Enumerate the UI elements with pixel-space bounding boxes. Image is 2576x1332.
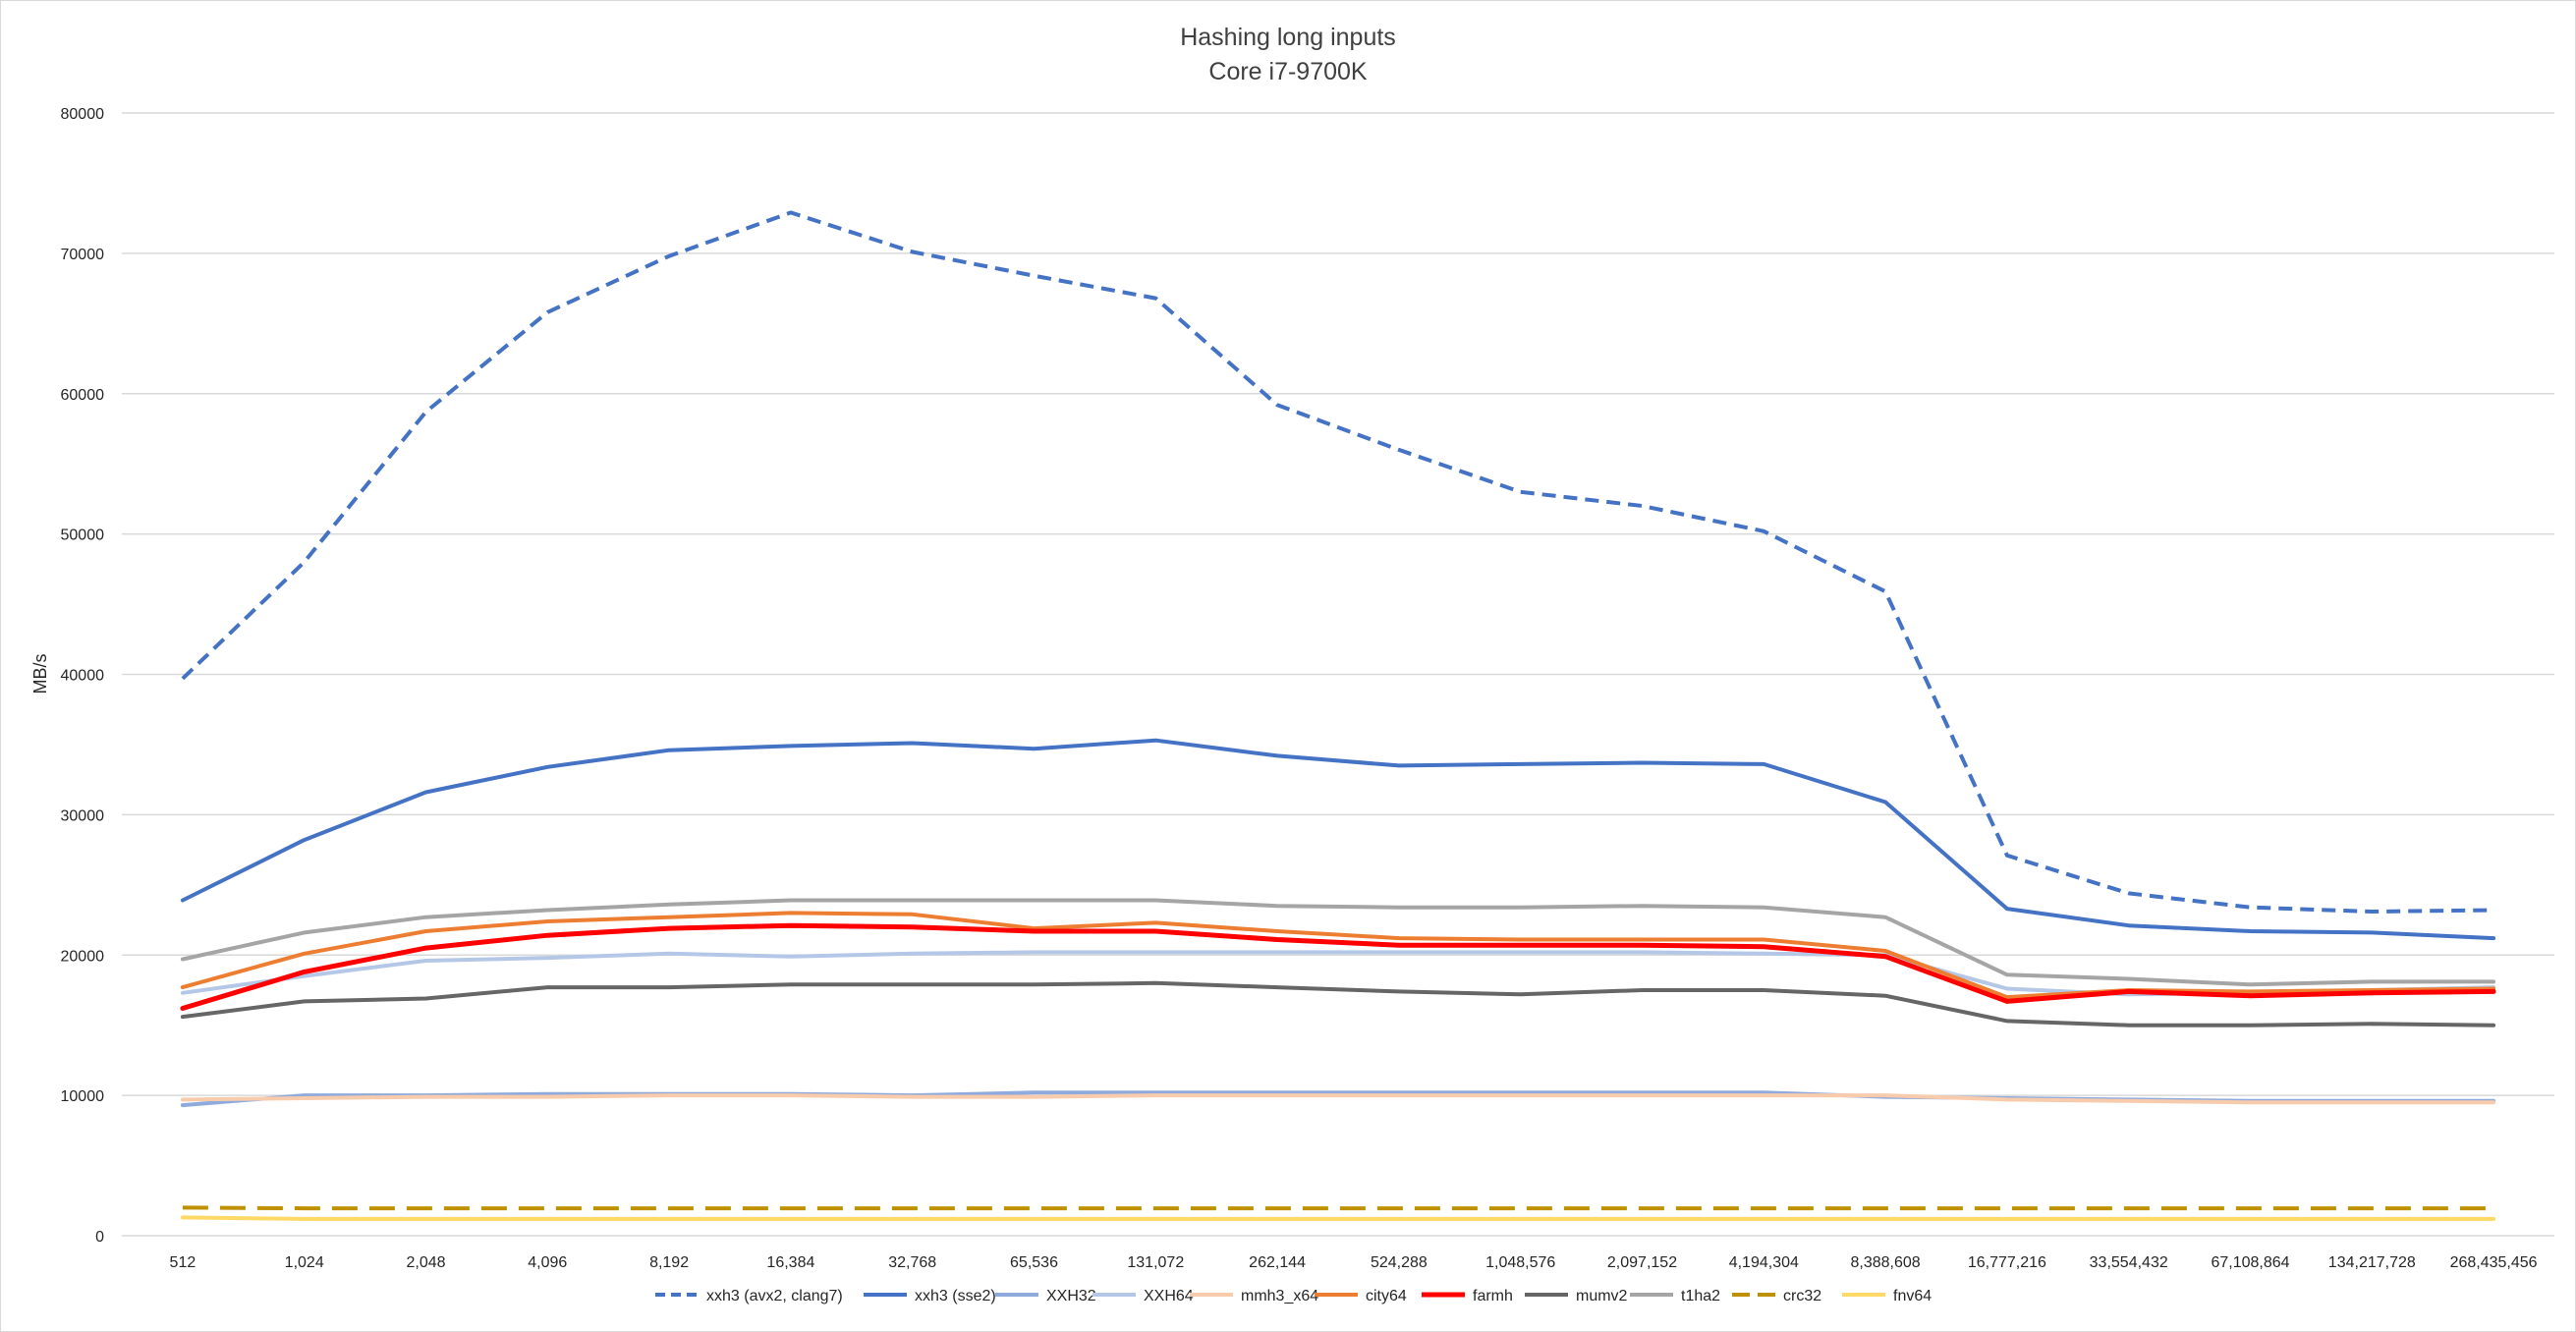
y-tick-label: 0 [95, 1229, 104, 1246]
y-tick-label: 10000 [61, 1088, 105, 1105]
legend-label: XXH32 [1046, 1288, 1096, 1304]
y-tick-label: 30000 [61, 807, 105, 824]
gridlines [122, 112, 2554, 1237]
x-tick-label: 65,536 [1010, 1254, 1058, 1271]
y-tick-label: 20000 [61, 948, 105, 965]
x-tick-label: 134,217,728 [2328, 1254, 2416, 1271]
legend-label: farmh [1473, 1288, 1513, 1304]
y-axis-label: MB/s [30, 653, 50, 694]
x-tick-label: 268,435,456 [2450, 1254, 2538, 1271]
series-line-t1ha2 [180, 898, 2496, 987]
legend-label: t1ha2 [1681, 1288, 1720, 1304]
series-line-xxh3-avx2-clang7 [181, 210, 2494, 914]
y-tick-label: 80000 [61, 106, 105, 123]
series-line-mumv2 [180, 980, 2496, 1027]
legend-label: XXH64 [1144, 1288, 1194, 1304]
legend-item: XXH64 [1092, 1288, 1194, 1304]
series-line-farmh [180, 922, 2496, 1011]
x-tick-labels: 512 1,024 2,048 4,096 8,192 16,384 32,768 65,53… [170, 1254, 2538, 1271]
legend-label: xxh3 (sse2) [915, 1288, 996, 1304]
x-tick-label: 2,097,152 [1607, 1254, 1677, 1271]
x-tick-label: 262,144 [1249, 1254, 1306, 1271]
y-tick-labels: 0 10000 20000 30000 40000 50000 60000 70000 8000… [61, 106, 105, 1246]
legend-item: XXH32 [995, 1288, 1096, 1304]
x-tick-label: 4,096 [528, 1254, 567, 1271]
x-tick-label: 4,194,304 [1729, 1254, 1799, 1271]
x-tick-label: 33,554,432 [2090, 1254, 2168, 1271]
x-tick-label: 2,048 [406, 1254, 445, 1271]
chart-subtitle: Core i7-9700K [1208, 58, 1368, 85]
x-tick-label: 1,024 [285, 1254, 324, 1271]
legend-item: farmh [1422, 1288, 1513, 1304]
legend-item: mmh3_x64 [1190, 1288, 1318, 1304]
legend-item: city64 [1315, 1288, 1407, 1304]
x-tick-label: 16,777,216 [1968, 1254, 2046, 1271]
legend-item: t1ha2 [1630, 1288, 1720, 1304]
legend-item: xxh3 (sse2) [864, 1288, 996, 1304]
legend-item: mumv2 [1525, 1288, 1628, 1304]
series-line-fnv64 [180, 1215, 2496, 1221]
series-line-xxh3-sse2 [180, 738, 2496, 941]
chart-title: Hashing long inputs [1180, 24, 1396, 51]
legend-label: mmh3_x64 [1241, 1288, 1318, 1304]
series-line-mmh3-x64 [180, 1093, 2496, 1105]
legend-item: fnv64 [1842, 1288, 1932, 1304]
x-tick-label: 131,072 [1127, 1254, 1184, 1271]
y-tick-label: 60000 [61, 387, 105, 404]
series-lines [180, 210, 2496, 1221]
legend-label: crc32 [1783, 1288, 1821, 1304]
x-tick-label: 32,768 [888, 1254, 936, 1271]
legend-item: crc32 [1732, 1288, 1821, 1304]
x-tick-label: 16,384 [766, 1254, 814, 1271]
legend-label: mumv2 [1576, 1288, 1628, 1304]
legend-label: fnv64 [1893, 1288, 1932, 1304]
x-tick-label: 8,388,608 [1851, 1254, 1921, 1271]
x-tick-label: 524,288 [1371, 1254, 1428, 1271]
legend-label: xxh3 (avx2, clang7) [706, 1288, 843, 1304]
legend: xxh3 (avx2, clang7) xxh3 (sse2) XXH32 XXH64… [655, 1288, 1932, 1304]
x-tick-label: 8,192 [649, 1254, 689, 1271]
legend-item: xxh3 (avx2, clang7) [655, 1288, 843, 1304]
y-tick-label: 70000 [61, 247, 105, 263]
y-tick-label: 40000 [61, 668, 105, 685]
x-tick-label: 67,108,864 [2211, 1254, 2289, 1271]
y-tick-label: 50000 [61, 527, 105, 544]
series-line-crc32 [182, 1205, 2494, 1211]
x-tick-label: 1,048,576 [1485, 1254, 1555, 1271]
x-tick-label: 512 [170, 1254, 196, 1271]
legend-label: city64 [1366, 1288, 1407, 1304]
